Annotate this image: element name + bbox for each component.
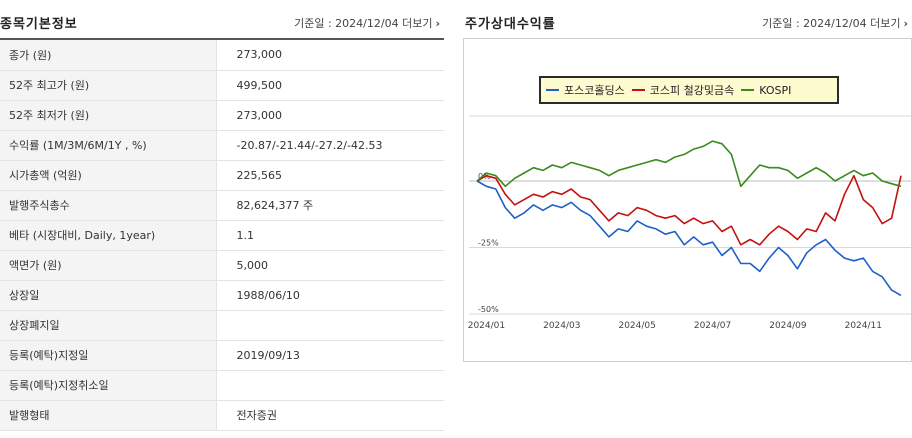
info-row-label: 등록(예탁)지정취소일 (0, 370, 217, 401)
info-row-label: 발행형태 (0, 400, 217, 431)
legend-label: KOSPI (759, 83, 792, 97)
basic-info-table: 종가 (원) 273,000 52주 최고가 (원) 499,500 52주 최저가 (… (0, 40, 444, 431)
info-row-label: 시가총액 (억원) (0, 160, 217, 191)
chart-plot-area: 0%-25%-50%2024/01 2024/03 2024/05 2024/07 20… (468, 115, 911, 331)
info-row-value: 1.1 (216, 220, 444, 251)
info-row-value: 2019/09/13 (216, 340, 444, 371)
basic-info-header: 종목기본정보 기준일 : 2024/12/04 더보기 › (0, 0, 444, 40)
info-row: 상장폐지일 (0, 310, 444, 341)
info-row: 등록(예탁)지정취소일 (0, 370, 444, 401)
info-row: 시가총액 (억원) 225,565 (0, 160, 444, 191)
legend-item: KOSPI (741, 84, 791, 97)
legend-swatch (631, 89, 645, 91)
info-row: 액면가 (원) 5,000 (0, 250, 444, 281)
info-row-label: 종가 (원) (0, 40, 217, 71)
section-title: 종목기본정보 (0, 17, 78, 32)
relative-return-header: 주가상대수익률 기준일 : 2024/12/04 더보기 › (463, 0, 912, 40)
info-row: 발행주식총수 82,624,377 주 (0, 190, 444, 221)
info-row-value: 82,624,377 주 (216, 190, 444, 221)
info-row-label: 수익률 (1M/3M/6M/1Y , %) (0, 130, 217, 161)
more-label: 더보기 (870, 17, 901, 30)
series-line (476, 140, 902, 188)
info-row: 수익률 (1M/3M/6M/1Y , %) -20.87/-21.44/-27.2… (0, 130, 444, 161)
chevron-right-icon: › (903, 17, 908, 30)
info-row-value: 273,000 (216, 100, 444, 131)
chevron-right-icon: › (435, 17, 440, 30)
info-row: 52주 최고가 (원) 499,500 (0, 70, 444, 101)
info-row-value: 1988/06/10 (216, 280, 444, 311)
info-row: 상장일 1988/06/10 (0, 280, 444, 311)
info-row-label: 베타 (시장대비, Daily, 1year) (0, 220, 217, 251)
info-row-label: 52주 최고가 (원) (0, 70, 217, 101)
info-row-label: 상장폐지일 (0, 310, 217, 341)
base-date: 기준일 : 2024/12/04 (762, 17, 867, 30)
info-row-value (216, 370, 444, 401)
info-row: 발행형태 전자증권 (0, 400, 444, 431)
info-row-value: 5,000 (216, 250, 444, 281)
legend-swatch (741, 89, 755, 91)
info-row: 52주 최저가 (원) 273,000 (0, 100, 444, 131)
x-tick-label: 2024/05 (618, 321, 655, 331)
legend-item: 포스코홀딩스 (546, 82, 625, 98)
info-row: 베타 (시장대비, Daily, 1year) 1.1 (0, 220, 444, 251)
x-tick-label: 2024/11 (845, 321, 882, 331)
info-row-value (216, 310, 444, 341)
x-tick-label: 2024/09 (769, 321, 807, 331)
more-link[interactable]: 더보기 › (402, 17, 440, 30)
info-row: 등록(예탁)지정일 2019/09/13 (0, 340, 444, 371)
info-row-label: 발행주식총수 (0, 190, 217, 221)
series-line (476, 174, 902, 246)
series-line (476, 180, 902, 297)
more-link[interactable]: 더보기 › (870, 17, 908, 30)
base-date: 기준일 : 2024/12/04 (294, 17, 399, 30)
info-row-value: 전자증권 (216, 400, 444, 431)
info-row-label: 52주 최저가 (원) (0, 100, 217, 131)
info-row-value: 225,565 (216, 160, 444, 191)
x-tick-label: 2024/07 (694, 321, 731, 331)
legend-item: 코스피 철강및금속 (631, 82, 735, 98)
chart-legend: 포스코홀딩스 코스피 철강및금속 KOSPI (539, 76, 839, 104)
info-row-label: 상장일 (0, 280, 217, 311)
x-tick-label: 2024/03 (543, 321, 580, 331)
info-row-value: -20.87/-21.44/-27.2/-42.53 (216, 130, 444, 161)
info-row: 종가 (원) 273,000 (0, 40, 444, 71)
legend-swatch (546, 89, 559, 91)
date-and-more: 기준일 : 2024/12/04 더보기 › (294, 15, 440, 31)
legend-label: 코스피 철강및금속 (649, 84, 735, 97)
basic-info-section: 종목기본정보 기준일 : 2024/12/04 더보기 › 종가 (원) 273,0… (0, 0, 444, 438)
more-label: 더보기 (402, 17, 433, 30)
y-tick-label: -25% (478, 239, 499, 248)
relative-return-section: 주가상대수익률 기준일 : 2024/12/04 더보기 › 0% -25% -50%… (463, 0, 912, 438)
x-tick-label: 2024/01 (468, 321, 505, 331)
section-title: 주가상대수익률 (465, 17, 556, 32)
y-tick-label: -50% (478, 305, 499, 314)
info-row-label: 액면가 (원) (0, 250, 217, 281)
info-row-label: 등록(예탁)지정일 (0, 340, 217, 371)
info-row-value: 273,000 (216, 40, 444, 71)
info-row-value: 499,500 (216, 70, 444, 101)
relative-return-chart: 0% -25% -50% 2024/01 2024/03 2024/05 2024/07 20… (463, 38, 912, 362)
date-and-more: 기준일 : 2024/12/04 더보기 › (762, 15, 908, 31)
legend-label: 포스코홀딩스 (564, 84, 625, 97)
